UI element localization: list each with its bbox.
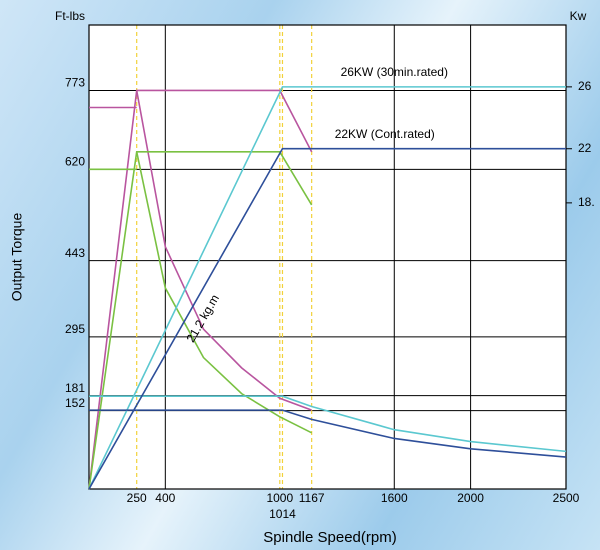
x-tick-label: 1014 (269, 507, 296, 521)
plot-frame (88, 24, 567, 490)
x-tick-label: 2500 (553, 491, 580, 505)
series-line (89, 409, 567, 458)
y-axis-title: Output Torque (9, 213, 25, 302)
annotation: 26KW (30min.rated) (341, 65, 448, 79)
x-tick-label: 1167 (299, 491, 325, 505)
series-line (88, 86, 566, 490)
series-line (88, 151, 313, 490)
y2-tick-label: 22 (578, 141, 592, 155)
y2-tick-label: 26 (578, 79, 592, 93)
y-tick-label: 152 (65, 396, 85, 410)
x-tick-label: 1000 (266, 491, 293, 505)
x-axis-title: Spindle Speed(rpm) (263, 529, 396, 546)
series-line (88, 89, 313, 490)
x-tick-label: 2000 (457, 491, 484, 505)
x-tick-label: 400 (155, 491, 175, 505)
y-tick-label: 295 (65, 322, 85, 336)
series-line (89, 395, 567, 453)
y-tick-label: 620 (65, 155, 85, 169)
y-tick-label: 773 (65, 76, 85, 90)
series-line (135, 151, 313, 434)
y-tick-label: 443 (65, 246, 85, 260)
y-tick-label: 181 (65, 381, 85, 395)
x-tick-label: 1600 (381, 491, 408, 505)
annotation: 22KW (Cont.rated) (335, 127, 435, 141)
x-tick-label: 250 (127, 491, 147, 505)
y2-tick-label: 18. (578, 195, 595, 209)
series-line (88, 147, 566, 490)
left-axis-unit: Ft-lbs (55, 9, 85, 23)
right-axis-unit: Kw (570, 9, 587, 23)
plot-area (89, 25, 566, 489)
series-line (135, 90, 312, 411)
